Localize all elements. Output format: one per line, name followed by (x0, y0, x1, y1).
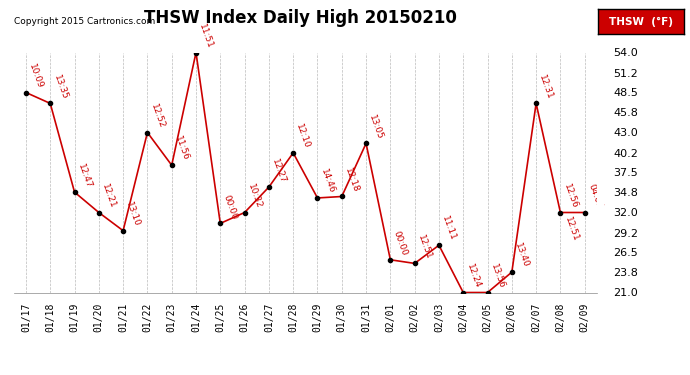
Text: 13:35: 13:35 (52, 73, 69, 100)
Text: THSW Index Daily High 20150210: THSW Index Daily High 20150210 (144, 9, 457, 27)
Text: 11:11: 11:11 (440, 215, 457, 243)
Text: 13:56: 13:56 (489, 262, 506, 290)
Text: 12:51: 12:51 (563, 215, 580, 243)
Text: Copyright 2015 Cartronics.com: Copyright 2015 Cartronics.com (14, 17, 155, 26)
Text: 00:00: 00:00 (392, 230, 409, 257)
Text: 04:03: 04:03 (586, 183, 603, 210)
Text: 12:18: 12:18 (343, 166, 360, 194)
Text: 10:09: 10:09 (28, 62, 45, 90)
Text: 12:52: 12:52 (149, 103, 166, 130)
Text: 12:21: 12:21 (100, 183, 117, 210)
Text: 11:56: 11:56 (173, 135, 190, 162)
Text: 12:27: 12:27 (270, 157, 288, 184)
Text: 00:00: 00:00 (221, 193, 239, 220)
Text: 12:56: 12:56 (562, 183, 579, 210)
Text: 13:05: 13:05 (368, 113, 385, 141)
Text: 12:47: 12:47 (76, 162, 93, 189)
Text: 12:10: 12:10 (295, 123, 312, 150)
Text: 12:31: 12:31 (538, 74, 555, 100)
Text: 13:10: 13:10 (124, 201, 142, 228)
Text: 11:51: 11:51 (197, 22, 215, 50)
Text: THSW  (°F): THSW (°F) (609, 16, 673, 27)
Text: 13:40: 13:40 (513, 242, 531, 269)
Text: 12:51: 12:51 (416, 233, 433, 261)
Text: 10:32: 10:32 (246, 183, 264, 210)
Text: 12:24: 12:24 (464, 262, 482, 290)
Text: 14:46: 14:46 (319, 168, 336, 195)
